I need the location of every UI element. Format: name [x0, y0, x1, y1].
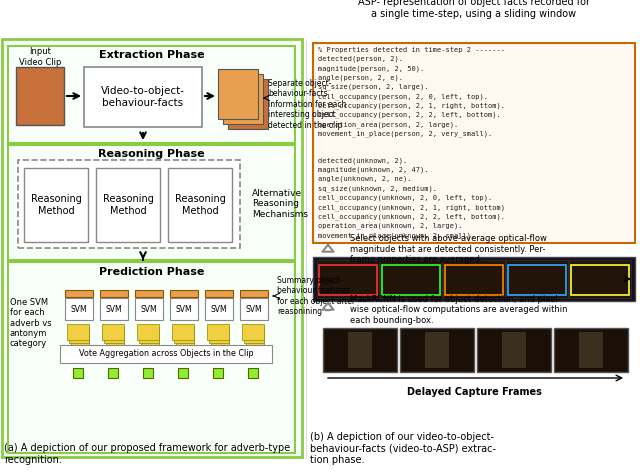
Bar: [168, 168, 232, 242]
Bar: [71, 330, 89, 346]
Bar: [205, 298, 233, 320]
Bar: [244, 327, 264, 343]
Bar: [502, 332, 526, 368]
Bar: [108, 368, 118, 378]
Text: SVM: SVM: [70, 304, 87, 314]
Text: Summary object-
behaviour features
for each object after
reasonining: Summary object- behaviour features for e…: [277, 276, 355, 316]
Bar: [135, 290, 163, 297]
Bar: [139, 327, 159, 343]
Text: Reasoning
Method: Reasoning Method: [175, 194, 225, 216]
Text: One SVM
for each
adverb vs
antonym
category: One SVM for each adverb vs antonym categ…: [10, 298, 52, 348]
Bar: [506, 260, 568, 298]
Bar: [554, 328, 628, 372]
Text: SVM: SVM: [246, 304, 262, 314]
Bar: [8, 262, 295, 453]
Bar: [323, 328, 397, 372]
Bar: [8, 46, 295, 143]
Text: Reasoning Phase: Reasoning Phase: [98, 149, 205, 159]
Bar: [135, 298, 163, 320]
Bar: [176, 330, 194, 346]
Bar: [209, 327, 229, 343]
Text: Alternative
Reasoning
Mechanisms: Alternative Reasoning Mechanisms: [252, 189, 308, 219]
Bar: [317, 260, 379, 298]
Bar: [248, 368, 258, 378]
Bar: [571, 265, 629, 295]
Text: Prediction Phase: Prediction Phase: [99, 267, 204, 277]
Bar: [425, 332, 449, 368]
Bar: [65, 290, 93, 297]
Bar: [242, 324, 264, 340]
Bar: [569, 260, 631, 298]
Text: Extraction Phase: Extraction Phase: [99, 50, 204, 60]
Text: MaskRCNN is used for object-detection, and pixel-
wise optical-flow computations: MaskRCNN is used for object-detection, a…: [350, 295, 568, 325]
Text: SVM: SVM: [211, 304, 227, 314]
Bar: [24, 168, 88, 242]
Bar: [223, 74, 263, 124]
Bar: [104, 327, 124, 343]
Text: SVM: SVM: [106, 304, 122, 314]
Bar: [73, 368, 83, 378]
Text: (b) A depiction of our video-to-object-
behaviour-facts (video-to-ASP) extrac-
t: (b) A depiction of our video-to-object- …: [310, 432, 496, 465]
Text: Reasoning
Method: Reasoning Method: [102, 194, 154, 216]
Bar: [67, 324, 89, 340]
Bar: [100, 290, 128, 297]
Bar: [170, 290, 198, 297]
Bar: [16, 67, 64, 125]
Bar: [178, 368, 188, 378]
Bar: [246, 330, 264, 346]
Bar: [348, 332, 372, 368]
Text: Reasoning
Method: Reasoning Method: [31, 194, 81, 216]
Text: ASP- representation of object facts recorded for
a single time-step, using a sli: ASP- representation of object facts reco…: [358, 0, 590, 19]
Bar: [2, 39, 302, 457]
Bar: [18, 160, 240, 248]
Bar: [100, 298, 128, 320]
Bar: [218, 69, 258, 119]
Bar: [84, 67, 202, 127]
Bar: [96, 168, 160, 242]
Bar: [400, 328, 474, 372]
Text: Select objects with above-average optical-flow
magnitude that are detected consi: Select objects with above-average optica…: [350, 234, 547, 264]
Bar: [228, 79, 268, 129]
Bar: [143, 368, 153, 378]
Bar: [443, 260, 505, 298]
Text: (a) A depiction of our proposed framework for adverb-type
recognition.: (a) A depiction of our proposed framewor…: [4, 443, 291, 465]
Bar: [313, 257, 635, 301]
Bar: [240, 290, 268, 297]
Text: Separate object-
behaviour-facts
information for each
interesting object
detecte: Separate object- behaviour-facts informa…: [268, 79, 346, 130]
Text: Video-to-object-
behaviour-facts: Video-to-object- behaviour-facts: [101, 86, 185, 108]
Text: SVM: SVM: [176, 304, 192, 314]
Bar: [207, 324, 229, 340]
Bar: [380, 260, 442, 298]
Bar: [137, 324, 159, 340]
Text: % Properties detected in time-step 2 -------
detected(person, 2).
magnitude(pers: % Properties detected in time-step 2 ---…: [318, 47, 505, 238]
Bar: [508, 265, 566, 295]
Text: Delayed Capture Frames: Delayed Capture Frames: [406, 387, 541, 397]
Bar: [174, 327, 194, 343]
Bar: [579, 332, 603, 368]
Bar: [106, 330, 124, 346]
Bar: [445, 265, 503, 295]
Text: SVM: SVM: [141, 304, 157, 314]
Bar: [313, 43, 635, 243]
Bar: [477, 328, 551, 372]
Bar: [319, 265, 377, 295]
Bar: [382, 265, 440, 295]
Bar: [69, 327, 89, 343]
Bar: [65, 298, 93, 320]
Bar: [141, 330, 159, 346]
Bar: [60, 345, 272, 363]
Bar: [240, 298, 268, 320]
Bar: [170, 298, 198, 320]
Bar: [213, 368, 223, 378]
Bar: [102, 324, 124, 340]
Bar: [8, 145, 295, 260]
Bar: [172, 324, 194, 340]
Text: Vote Aggregation across Objects in the Clip: Vote Aggregation across Objects in the C…: [79, 350, 253, 359]
Text: Input
Video Clip: Input Video Clip: [19, 48, 61, 66]
Bar: [211, 330, 229, 346]
Bar: [205, 290, 233, 297]
